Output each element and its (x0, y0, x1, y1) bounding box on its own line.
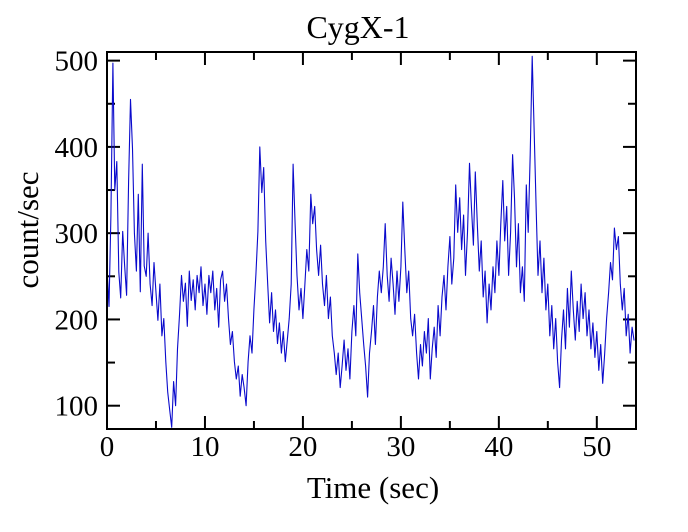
y-tick-label: 100 (55, 391, 99, 423)
axis-ticks (106, 53, 635, 428)
x-axis-label: Time (sec) (307, 470, 439, 505)
y-axis-label: count/sec (10, 171, 45, 288)
x-tick-label: 40 (484, 431, 513, 463)
y-tick-label: 400 (55, 132, 99, 164)
x-tick-label: 20 (288, 431, 317, 463)
x-tick-label: 50 (582, 431, 611, 463)
y-tick-label: 300 (55, 218, 99, 250)
y-tick-label: 200 (55, 304, 99, 336)
y-tick-label: 500 (55, 46, 99, 78)
x-tick-label: 10 (190, 431, 219, 463)
chart-title: CygX-1 (306, 9, 409, 45)
count-rate-line (106, 55, 635, 428)
axis-tick-labels: 0 10 20 30 40 50 100 200 300 400 500 (55, 46, 612, 463)
x-tick-label: 30 (386, 431, 415, 463)
x-tick-label: 0 (100, 431, 115, 463)
plot-frame (106, 51, 637, 430)
